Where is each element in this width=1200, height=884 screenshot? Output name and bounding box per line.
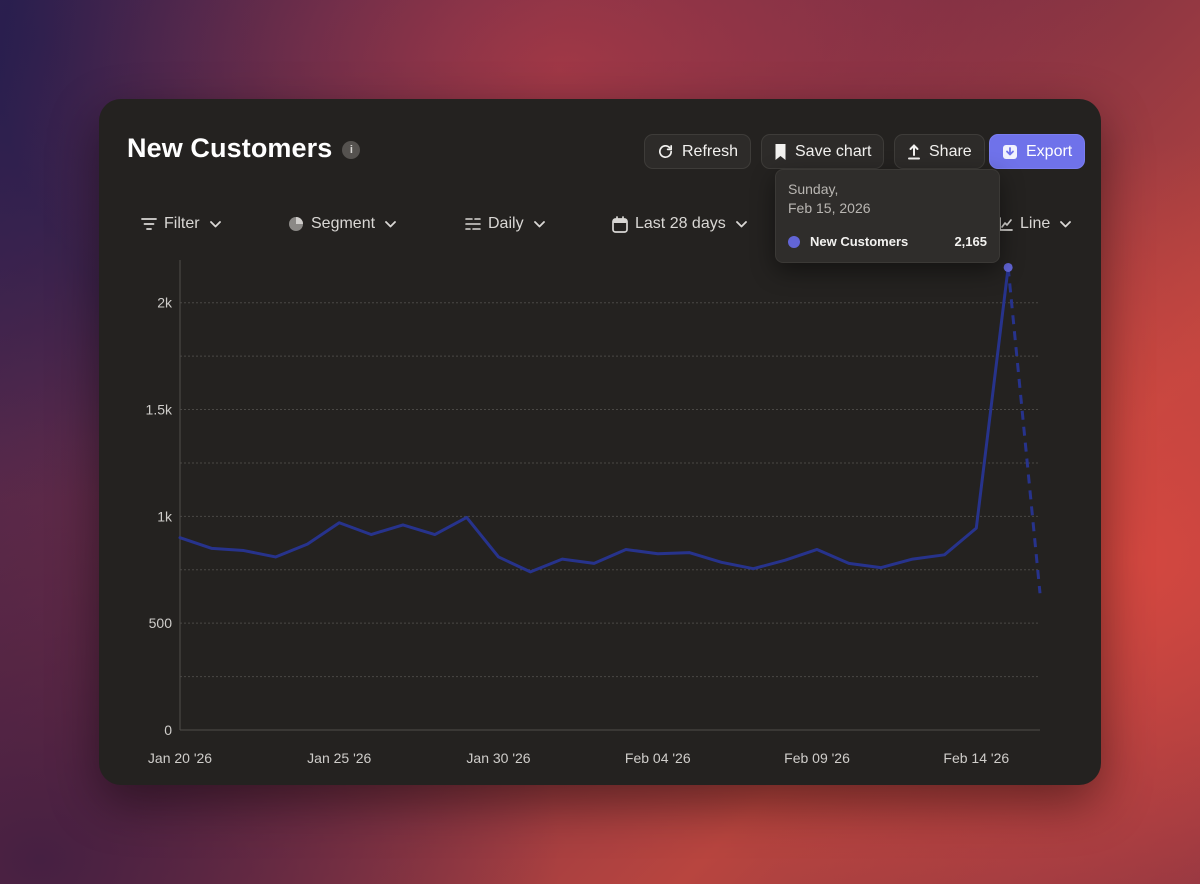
x-tick-label: Jan 20 '26	[148, 750, 212, 766]
line-chart-icon	[999, 217, 1013, 231]
tooltip-date: Feb 15, 2026	[788, 200, 871, 216]
interval-label: Daily	[488, 215, 524, 232]
x-tick-label: Feb 04 '26	[625, 750, 691, 766]
export-icon	[1003, 144, 1017, 159]
y-tick-label: 2k	[157, 295, 173, 311]
segment-dropdown[interactable]: Segment	[288, 211, 396, 237]
y-tick-label: 1.5k	[146, 402, 173, 418]
series-color-dot	[788, 235, 800, 248]
chevron-down-icon	[385, 220, 396, 227]
chevron-down-icon	[533, 220, 545, 227]
chart-card: New Customers i Refresh Save chart Share…	[99, 99, 1101, 785]
info-icon[interactable]: i	[342, 141, 361, 159]
tooltip-day: Sunday,	[788, 181, 839, 197]
share-icon	[908, 143, 920, 159]
chart-type-dropdown[interactable]: Line	[999, 211, 1072, 237]
series-line-incomplete[interactable]	[1006, 267, 1042, 594]
title-row: New Customers i	[127, 133, 361, 164]
tooltip-series-name: New Customers	[810, 234, 909, 249]
share-button[interactable]: Share	[894, 134, 985, 169]
series-line-new-customers[interactable]	[178, 265, 1010, 574]
segment-label: Segment	[311, 215, 376, 232]
share-label: Share	[929, 142, 972, 160]
date-range-dropdown[interactable]: Last 28 days	[612, 211, 747, 237]
line-chart[interactable]: 0 500 1k 1.5k 2k Jan 20 '26 Jan 25 '26 Jan 30 '…	[99, 99, 1101, 785]
filter-icon	[141, 218, 157, 230]
x-tick-label: Feb 14 '26	[943, 750, 1009, 766]
tooltip-value: 2,165	[954, 234, 987, 249]
date-range-label: Last 28 days	[635, 215, 726, 232]
tooltip-row: New Customers 2,165	[788, 234, 987, 249]
chevron-down-icon	[209, 220, 221, 227]
filter-label: Filter	[164, 215, 200, 232]
export-button[interactable]: Export	[989, 134, 1086, 169]
chevron-down-icon	[735, 220, 747, 227]
calendar-icon	[612, 215, 628, 233]
x-tick-label: Feb 09 '26	[784, 750, 850, 766]
page-title: New Customers	[127, 133, 333, 163]
x-tick-label: Jan 25 '26	[307, 750, 371, 766]
chart-tooltip: Sunday, Feb 15, 2026 New Customers 2,165	[775, 169, 1000, 263]
highlighted-data-point[interactable]	[1003, 262, 1013, 272]
export-label: Export	[1026, 142, 1073, 160]
refresh-icon	[658, 144, 673, 158]
save-chart-label: Save chart	[795, 142, 872, 160]
y-tick-label: 0	[164, 722, 172, 738]
chart-type-label: Line	[1020, 215, 1051, 232]
x-tick-label: Jan 30 '26	[466, 750, 530, 766]
pie-chart-icon	[289, 217, 303, 231]
interval-icon	[465, 218, 481, 230]
filter-dropdown[interactable]: Filter	[141, 211, 221, 237]
bookmark-icon	[775, 143, 786, 160]
save-chart-button[interactable]: Save chart	[761, 134, 885, 169]
y-tick-label: 1k	[157, 508, 173, 524]
refresh-label: Refresh	[682, 142, 739, 160]
y-tick-label: 500	[149, 615, 173, 631]
refresh-button[interactable]: Refresh	[644, 134, 752, 169]
chevron-down-icon	[1060, 220, 1072, 227]
interval-dropdown[interactable]: Daily	[465, 211, 545, 237]
